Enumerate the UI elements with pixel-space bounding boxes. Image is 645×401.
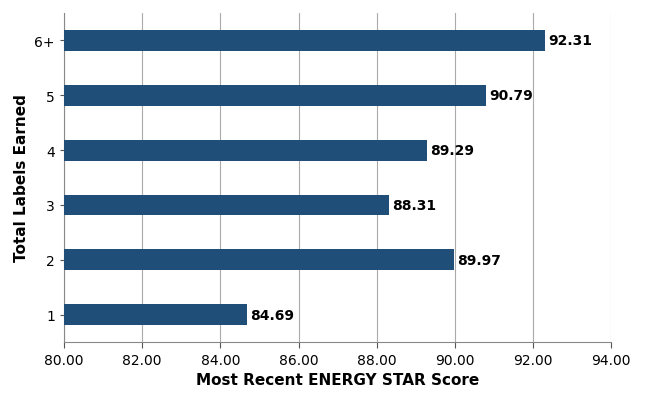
Text: 92.31: 92.31 xyxy=(548,34,592,48)
Y-axis label: Total Labels Earned: Total Labels Earned xyxy=(14,94,29,262)
X-axis label: Most Recent ENERGY STAR Score: Most Recent ENERGY STAR Score xyxy=(196,372,479,387)
Bar xyxy=(64,85,486,106)
Bar xyxy=(64,304,247,325)
Bar xyxy=(64,31,545,52)
Text: 89.29: 89.29 xyxy=(430,144,474,158)
Text: 90.79: 90.79 xyxy=(489,89,533,103)
Text: 89.97: 89.97 xyxy=(457,253,501,267)
Bar xyxy=(64,140,427,161)
Bar xyxy=(64,195,389,216)
Bar xyxy=(64,250,454,271)
Text: 88.31: 88.31 xyxy=(392,198,436,213)
Text: 84.69: 84.69 xyxy=(250,308,295,322)
